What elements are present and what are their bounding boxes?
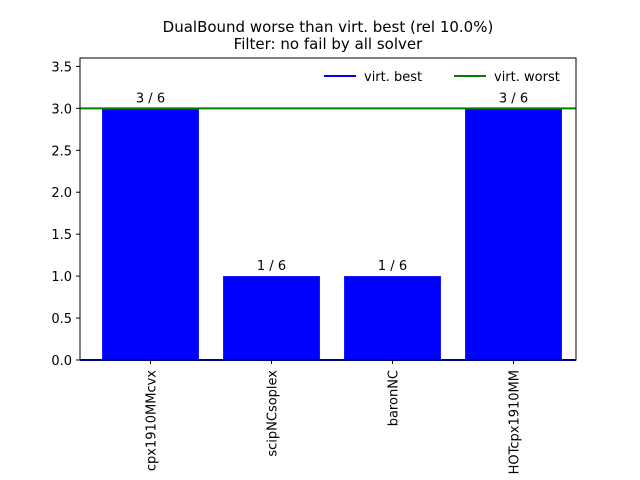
y-axis: 0.0 0.5 1.0 1.5 2.0 2.5 3.0 3.5 — [51, 60, 80, 369]
y-tick-label-1.0: 1.0 — [51, 270, 72, 285]
bar-HOTcpx1910MM — [465, 108, 562, 360]
bar-label-HOTcpx1910MM: 3 / 6 — [499, 91, 528, 106]
bar-label-scipNCsoplex: 1 / 6 — [257, 259, 286, 274]
bar-baronNC — [344, 276, 441, 360]
x-tick-label-baronNC: baronNC — [387, 370, 402, 426]
y-tick-label-3.5: 3.5 — [51, 60, 72, 75]
chart-subtitle: Filter: no fail by all solver — [234, 35, 423, 53]
x-tick-label-cpx1910MMcvx: cpx1910MMcvx — [145, 370, 160, 471]
bar-scipNCsoplex — [223, 276, 320, 360]
x-tick-label-scipNCsoplex: scipNCsoplex — [266, 370, 281, 457]
plot-frame — [79, 57, 577, 361]
bar-label-baronNC: 1 / 6 — [378, 259, 407, 274]
y-tick-label-0.0: 0.0 — [51, 354, 72, 369]
legend-label-virt-worst: virt. worst — [494, 70, 560, 85]
x-tick-label-HOTcpx1910MM: HOTcpx1910MM — [508, 370, 523, 474]
y-tick-label-2.5: 2.5 — [51, 144, 72, 159]
legend-label-virt-best: virt. best — [364, 70, 422, 85]
y-tick-label-1.5: 1.5 — [51, 228, 72, 243]
y-tick-label-3.0: 3.0 — [51, 102, 72, 117]
bar-labels: 3 / 6 1 / 6 1 / 6 3 / 6 — [136, 91, 528, 274]
bars — [102, 108, 562, 360]
chart-title: DualBound worse than virt. best (rel 10.… — [163, 18, 494, 36]
x-axis: cpx1910MMcvx scipNCsoplex baronNC HOTcpx191… — [145, 360, 523, 474]
bar-label-cpx1910MMcvx: 3 / 6 — [136, 91, 165, 106]
bar-cpx1910MMcvx — [102, 108, 199, 360]
y-tick-label-2.0: 2.0 — [51, 186, 72, 201]
legend: virt. best virt. worst — [324, 70, 560, 85]
y-tick-label-0.5: 0.5 — [51, 312, 72, 327]
